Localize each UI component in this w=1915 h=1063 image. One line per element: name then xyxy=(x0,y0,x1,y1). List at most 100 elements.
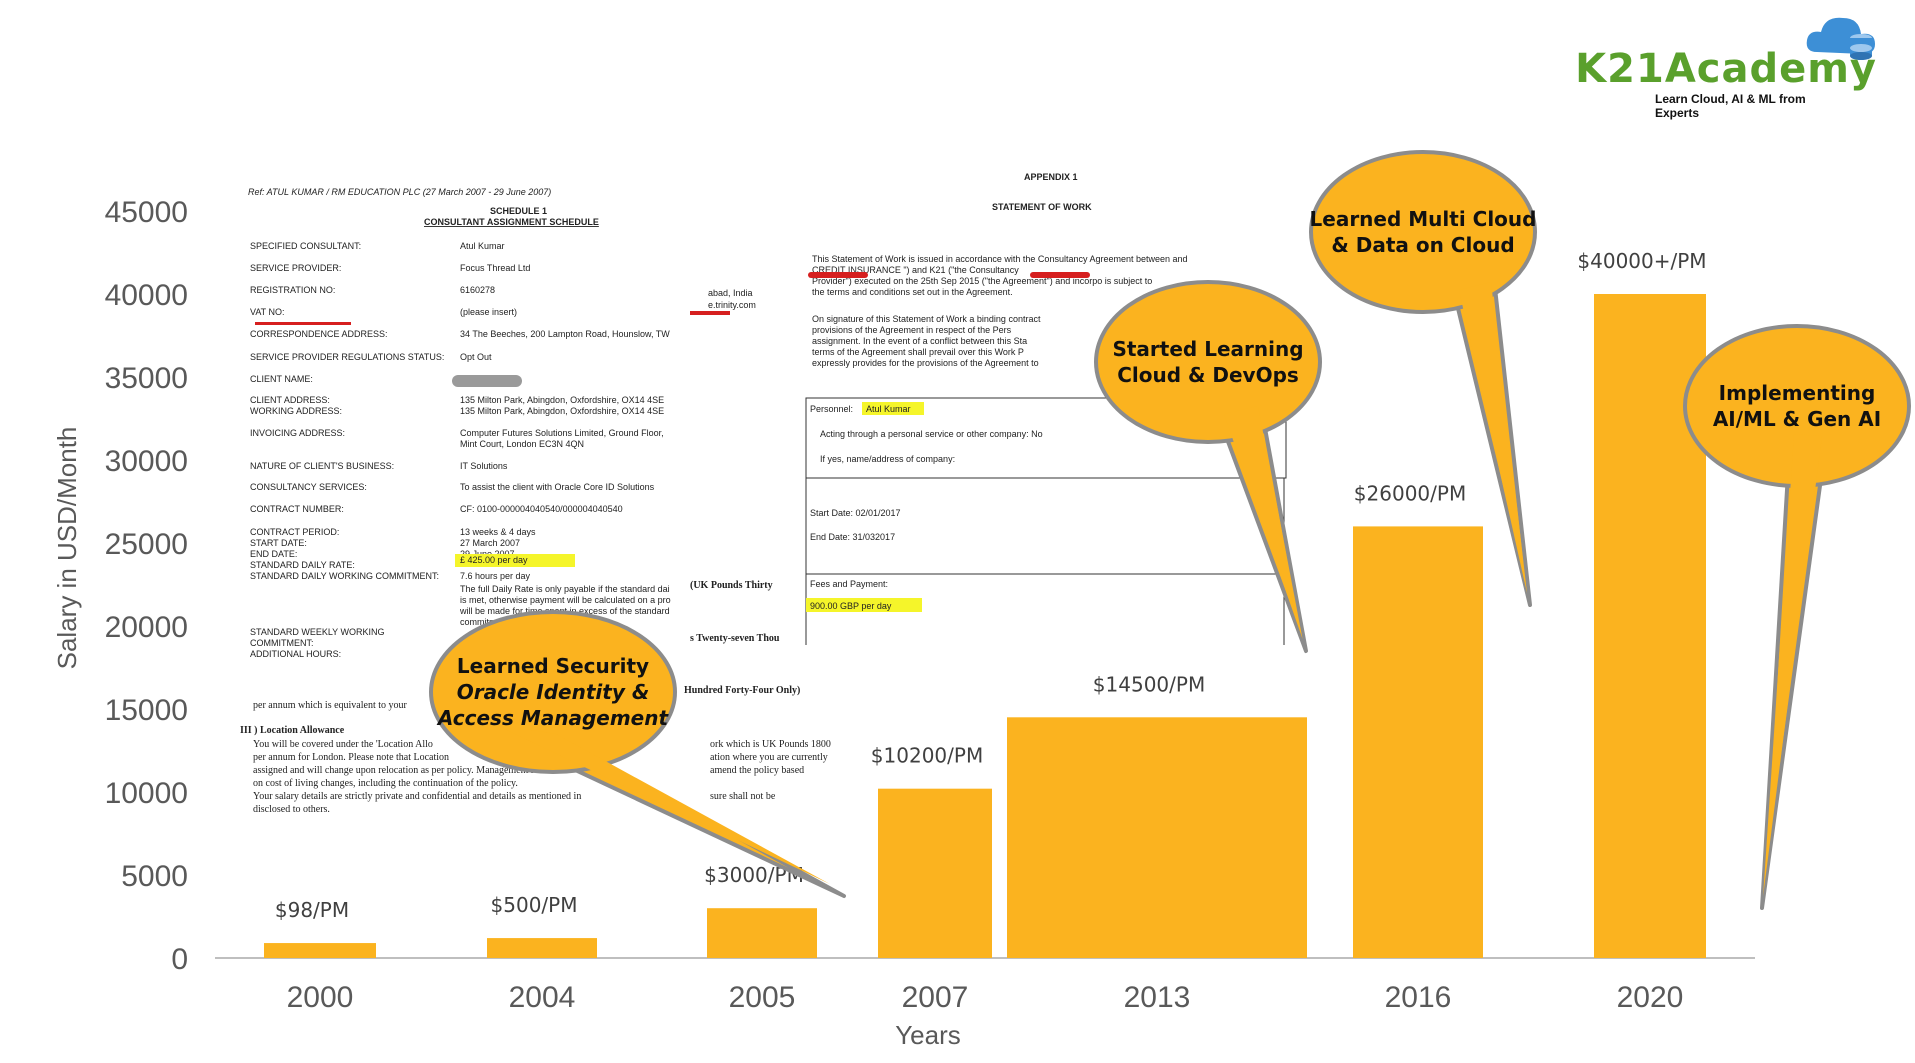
doc-para-line: The full Daily Rate is only payable if t… xyxy=(460,584,670,594)
personnel-highlight xyxy=(862,402,924,415)
doc-row-value: 135 Milton Park, Abingdon, Oxfordshire, … xyxy=(460,406,664,416)
doc-letter-line: You will be covered under the 'Location … xyxy=(253,739,433,750)
doc-side-text: s Twenty-seven Thou xyxy=(690,633,780,644)
y-tick-label: 0 xyxy=(171,943,188,976)
callout-pointer-fill xyxy=(494,724,830,884)
bar-data-label: $40000+/PM xyxy=(1577,249,1706,273)
rate-highlight xyxy=(455,554,575,567)
doc-personnel-label: Personnel: xyxy=(810,404,853,414)
doc-row-key: CLIENT NAME: xyxy=(250,374,313,384)
doc-letter-line: assigned and will change upon relocation… xyxy=(253,765,564,776)
doc-row-key: COMMITMENT: xyxy=(250,638,314,648)
doc-sow-line: This Statement of Work is issued in acco… xyxy=(812,254,1188,264)
doc-start-date: Start Date: 02/01/2017 xyxy=(810,508,901,518)
x-tick-label: 2013 xyxy=(1124,981,1191,1014)
doc-letter-line: sure shall not be xyxy=(710,791,776,802)
x-axis-title: Years xyxy=(895,1020,961,1050)
callout-text: Oracle Identity & xyxy=(457,680,650,704)
doc-row-key: CONTRACT NUMBER: xyxy=(250,504,344,514)
brand-logo: K21Academy Learn Cloud, AI & ML from Exp… xyxy=(1575,8,1895,120)
bar-2013 xyxy=(1007,717,1307,958)
doc-row-key: STANDARD WEEKLY WORKING xyxy=(250,627,385,637)
y-tick-label: 30000 xyxy=(105,445,188,478)
callout-ellipse xyxy=(1094,280,1322,444)
doc-end-date: End Date: 31/032017 xyxy=(810,532,895,542)
doc-row-value: 7.6 hours per day xyxy=(460,571,531,581)
doc-row-value: Opt Out xyxy=(460,352,492,362)
callout-text: AI/ML & Gen AI xyxy=(1713,407,1881,431)
callout-pointer-fill xyxy=(1763,434,1822,896)
x-tick-label: 2000 xyxy=(287,981,354,1014)
bar-data-label: $26000/PM xyxy=(1354,481,1466,505)
y-axis: 0 5000 10000 15000 20000 25000 30000 35000 40000… xyxy=(105,196,188,976)
x-tick-label: 2016 xyxy=(1385,981,1452,1014)
vat-redaction-2 xyxy=(690,311,730,315)
statement-of-work-document: APPENDIX 1 STATEMENT OF WORK This Statem… xyxy=(805,172,1287,645)
fees-highlight xyxy=(806,598,922,612)
x-tick-label: 2020 xyxy=(1617,981,1684,1014)
doc-row-key: SERVICE PROVIDER: xyxy=(250,263,341,273)
doc-sow-line: expressly provides for the provisions of… xyxy=(812,358,1039,368)
doc-row-key: CORRESPONDENCE ADDRESS: xyxy=(250,329,388,339)
y-tick-label: 20000 xyxy=(105,611,188,644)
doc-sow-line: terms of the Agreement shall prevail ove… xyxy=(812,347,1024,357)
callout-text: Learned Security xyxy=(457,654,649,678)
doc-row-value: 13 weeks & 4 days xyxy=(460,527,536,537)
client-redaction-red xyxy=(808,272,868,278)
callout-ellipse xyxy=(429,610,677,774)
doc-letter-line: Your salary details are strictly private… xyxy=(253,791,581,802)
y-tick-label: 40000 xyxy=(105,279,188,312)
doc-row-value: 6160278 xyxy=(460,285,495,295)
doc-row-value: Focus Thread Ltd xyxy=(460,263,530,273)
doc-row-key: REGISTRATION NO: xyxy=(250,285,335,295)
callout-text: Cloud & DevOps xyxy=(1117,363,1299,387)
doc-schedule-title: CONSULTANT ASSIGNMENT SCHEDULE xyxy=(424,217,599,227)
doc-row-key: INVOICING ADDRESS: xyxy=(250,428,345,438)
bar-2000 xyxy=(264,943,376,958)
doc-side-text: (UK Pounds Thirty xyxy=(690,580,773,591)
doc-row-value: To assist the client with Oracle Core ID… xyxy=(460,482,655,492)
doc-side-text: e.trinity.com xyxy=(708,300,756,310)
doc-sow-line: assignment. In the event of a conflict b… xyxy=(812,336,1027,346)
doc-rate-value: £ 425.00 per day xyxy=(460,555,528,565)
y-tick-label: 15000 xyxy=(105,694,188,727)
x-axis: 2000 2004 2005 2007 2013 2016 2020 xyxy=(287,981,1684,1014)
doc-row-key: VAT NO: xyxy=(250,307,285,317)
bar-data-label: $10200/PM xyxy=(871,744,983,768)
doc-para-line: commitment xyxy=(460,617,510,627)
doc-letter-line: per annum for London. Please note that L… xyxy=(253,752,449,763)
doc-row-value: 34 The Beeches, 200 Lampton Road, Hounsl… xyxy=(460,329,670,339)
doc-row-key: STANDARD DAILY WORKING COMMITMENT: xyxy=(250,571,439,581)
doc-para-line: is met, otherwise payment will be calcul… xyxy=(460,595,671,605)
doc-sow-line: provisions of the Agreement in respect o… xyxy=(812,325,1012,335)
doc-row-key: WORKING ADDRESS: xyxy=(250,406,342,416)
y-tick-label: 35000 xyxy=(105,362,188,395)
doc-row-value: Mint Court, London EC3N 4QN xyxy=(460,439,584,449)
doc-row-key: ADDITIONAL HOURS: xyxy=(250,649,341,659)
doc-row-value: 135 Milton Park, Abingdon, Oxfordshire, … xyxy=(460,395,664,405)
vat-redaction xyxy=(255,322,351,325)
y-axis-title: Salary in USD/Month xyxy=(52,427,82,670)
doc-row-value: 27 March 2007 xyxy=(460,538,520,548)
doc-ifyes: If yes, name/address of company: xyxy=(820,454,955,464)
callout-text: Learned Multi Cloud xyxy=(1310,207,1537,231)
bar-data-labels: $98/PM $500/PM$3000/PM$10200/PM$14500/PM$… xyxy=(275,249,1707,922)
doc-row-key: NATURE OF CLIENT'S BUSINESS: xyxy=(250,461,394,471)
doc-letter-line: on cost of living changes, including the… xyxy=(253,778,518,789)
doc-row-value: (please insert) xyxy=(460,307,517,317)
doc-letter-line: III ) Location Allowance xyxy=(240,725,345,736)
bar-data-label: $98/PM xyxy=(275,898,349,922)
doc-row-key: STANDARD DAILY RATE: xyxy=(250,560,355,570)
y-tick-label: 10000 xyxy=(105,777,188,810)
doc-row-key: SPECIFIED CONSULTANT: xyxy=(250,241,361,251)
y-tick-label: 25000 xyxy=(105,528,188,561)
bar-2004 xyxy=(487,938,597,958)
personnel-box xyxy=(805,397,1287,479)
doc-row-key: CONTRACT PERIOD: xyxy=(250,527,339,537)
doc-row-value: CF: 0100-000004040540/000004040540 xyxy=(460,504,623,514)
doc-letter-line: ation where you are currently xyxy=(710,752,828,763)
